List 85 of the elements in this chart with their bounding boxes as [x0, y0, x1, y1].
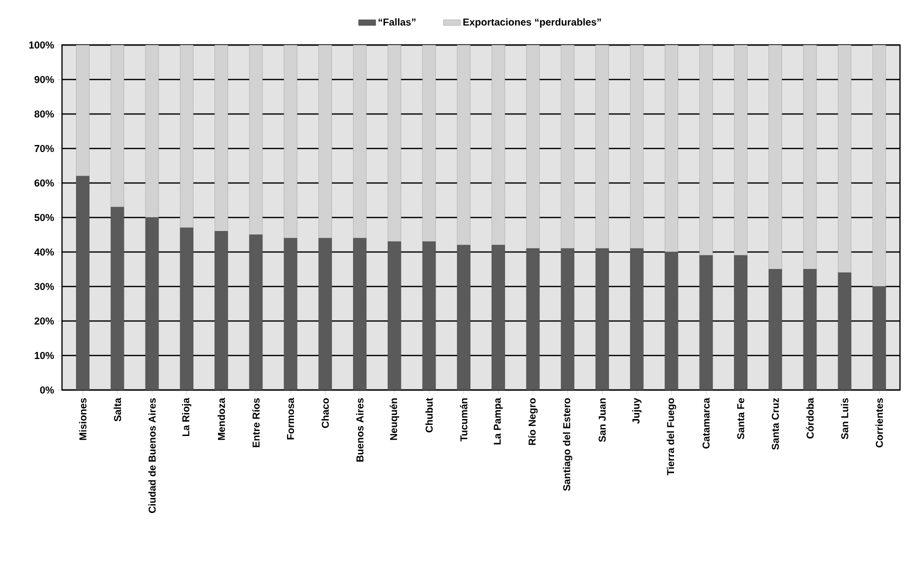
x-tick-label: Catamarca	[702, 398, 710, 449]
y-tick-label: 90%	[34, 76, 54, 84]
x-tick-label: Formosa	[287, 398, 294, 440]
x-tick-label: Santiago del Estero	[562, 398, 572, 491]
x-tick-label: Córdoba	[806, 398, 814, 439]
x-tick-label: Mendoza	[218, 398, 225, 440]
y-tick-label: 30%	[34, 282, 54, 290]
bar	[318, 45, 332, 238]
x-tick-label: Tucumán	[460, 398, 468, 442]
bar	[768, 269, 782, 390]
legend-label: “Fallas”	[378, 18, 416, 26]
x-tick-label: Salta	[114, 398, 122, 422]
bar	[422, 45, 436, 242]
x-tick-label: La Rioja	[182, 398, 192, 436]
bar	[422, 241, 436, 390]
bar	[596, 248, 609, 390]
bar	[872, 45, 886, 287]
x-tick-label: Jujuy	[632, 398, 642, 424]
x-tick-label: San Juan	[598, 398, 606, 442]
bar	[803, 45, 817, 270]
bar	[456, 244, 470, 390]
x-tick-label: La Pampa	[494, 398, 503, 444]
bar	[388, 45, 402, 242]
bar	[388, 241, 402, 390]
x-tick-label: Chaco	[322, 398, 329, 428]
bar	[110, 45, 124, 208]
y-tick-label: 60%	[34, 179, 54, 187]
legend-label: Exportaciones “perdurables”	[463, 18, 601, 28]
bar	[699, 45, 713, 256]
bar	[249, 45, 263, 235]
x-tick-label: Corrientes	[876, 398, 883, 448]
bar	[699, 255, 713, 390]
bar	[318, 238, 332, 390]
bar	[526, 45, 540, 249]
x-tick-label: San Luis	[840, 398, 848, 440]
bar	[630, 45, 644, 249]
bar	[76, 176, 90, 390]
bar	[180, 45, 194, 228]
bar	[838, 272, 852, 390]
y-tick-label: 80%	[34, 110, 54, 118]
bar	[110, 206, 124, 390]
y-tick-label: 20%	[34, 317, 54, 325]
bar	[353, 238, 367, 390]
x-tick-label: Buenos Aires	[356, 398, 364, 462]
y-tick-label: 40%	[34, 248, 54, 256]
x-tick-label: Tierra del Fuego	[666, 398, 676, 476]
bar	[76, 45, 90, 176]
x-tick-label: Entre Ríos	[252, 398, 260, 448]
x-tick-label: Neuquén	[390, 398, 400, 440]
bar	[872, 286, 886, 390]
bar	[214, 45, 228, 232]
bar	[734, 255, 748, 390]
bar	[456, 45, 470, 246]
bar	[284, 45, 298, 238]
bar	[838, 45, 852, 273]
bar	[284, 238, 298, 390]
bar	[249, 234, 263, 390]
bar	[145, 217, 159, 390]
bar	[768, 45, 782, 270]
x-tick-label: Santa Cruz	[772, 398, 779, 450]
bar	[214, 231, 228, 390]
bar	[492, 45, 506, 246]
x-tick-label: Río Negro	[528, 398, 538, 445]
x-tick-label: Chubut	[425, 398, 433, 432]
bar	[596, 45, 609, 249]
y-tick-label: 100%	[29, 41, 54, 49]
y-tick-label: 50%	[34, 214, 54, 222]
y-tick-label: 10%	[34, 352, 54, 360]
x-tick-label: Santa Fe	[737, 398, 744, 440]
bar	[803, 269, 817, 390]
bar	[526, 248, 540, 390]
bar	[734, 45, 748, 256]
bar	[664, 45, 678, 252]
bar	[145, 45, 159, 218]
x-tick-label: Ciudad de Buenos Aires	[148, 398, 156, 513]
y-tick-label: 70%	[34, 144, 54, 152]
bar	[180, 228, 194, 390]
x-tick-label: Misiones	[79, 398, 86, 440]
bar	[664, 252, 678, 390]
bar	[560, 248, 574, 390]
bar	[353, 45, 367, 238]
y-tick-label: 0%	[40, 386, 54, 394]
bar	[630, 248, 644, 390]
bar	[492, 244, 506, 390]
bar	[560, 45, 574, 249]
